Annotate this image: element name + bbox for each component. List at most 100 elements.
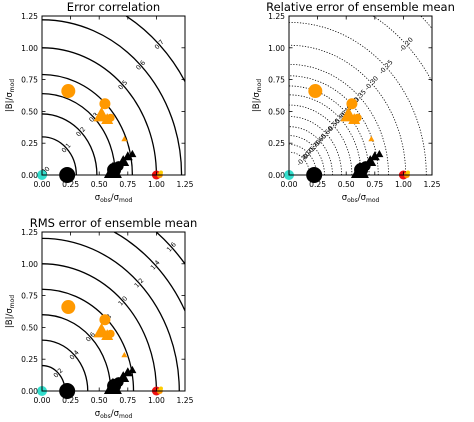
y-axis-label-part: mod [9,295,16,309]
y-tick-label: 0.25 [21,139,38,148]
x-axis-label: σobs/σmod [95,193,133,204]
contour-line [289,116,343,175]
data-point-circle [106,329,115,338]
x-tick-label: 1.00 [148,180,165,189]
data-point-triangle [122,151,133,161]
contour-line [42,113,98,175]
y-tick-label: 0.75 [268,76,285,85]
data-point-circle [158,170,163,175]
x-tick-label: 0.50 [338,180,355,189]
x-tick-label: 0.00 [34,396,51,405]
y-tick-label: 0.25 [268,139,285,148]
y-tick-label: 1.00 [268,44,285,53]
data-point-circle [158,386,163,391]
contour-line [289,21,427,175]
data-point-circle [106,113,115,122]
x-axis-label-part: σ [95,409,101,419]
x-tick-label: 0.25 [309,180,326,189]
panel-title: Relative error of ensemble mean [266,0,455,14]
x-tick-label: 0.75 [119,180,136,189]
y-axis-label-part: σ [252,92,262,98]
y-axis-label-part: |B|/ [5,98,15,113]
y-tick-label: 0.00 [21,387,38,396]
data-point-triangle [103,161,122,178]
data-point-triangle [128,149,137,158]
contour-line [289,126,333,175]
contour-line [42,47,158,175]
y-axis-label: |B|/σmod [252,79,263,112]
contour-line [124,16,185,84]
contour-line [289,94,362,175]
data-point-triangle [364,155,377,166]
x-tick-label: 1.00 [148,396,165,405]
contour-line [42,136,77,175]
x-axis-label-part: mod [119,197,133,204]
x-axis-label-part: / [358,193,361,203]
x-axis-label: σobs/σmod [95,409,133,420]
y-tick-label: 0.50 [268,107,285,116]
y-tick-label: 0.50 [21,323,38,332]
data-point-circle [61,300,76,315]
x-axis-label-part: obs [100,413,111,420]
x-axis-label-part: obs [347,197,358,204]
x-tick-label: 0.50 [91,180,108,189]
data-point-circle [405,170,410,175]
x-tick-label: 0.25 [62,396,79,405]
contour-line [155,232,185,266]
x-axis-label-part: mod [366,197,380,204]
x-tick-label: 1.25 [177,396,194,405]
data-point-circle [353,113,362,122]
contour-line [289,44,407,175]
y-axis-label: |B|/σmod [5,295,16,328]
contour-line [289,63,389,175]
x-axis-label-part: σ [342,193,348,203]
data-point-circle [346,98,358,110]
x-axis-label-part: σ [114,409,120,419]
y-axis-label-part: |B|/ [252,98,262,113]
data-point-circle [308,84,323,99]
y-axis-label-part: mod [9,79,16,93]
contour-line [289,144,317,175]
y-tick-label: 1.00 [21,44,38,53]
data-point-triangle [350,161,369,178]
data-point-triangle [128,365,137,374]
contour-line [42,19,183,175]
data-point-circle [99,314,111,326]
y-tick-label: 1.25 [21,228,38,237]
x-axis-label-part: σ [95,193,101,203]
contour-label: -0.30 [363,74,380,92]
y-axis-label-part: |B|/ [5,314,15,329]
plot-frame [288,15,433,176]
x-axis-label-part: / [111,409,114,419]
x-axis-label-part: / [111,193,114,203]
y-axis-label-part: mod [256,79,263,93]
x-axis-label-part: obs [100,197,111,204]
y-tick-label: 0.75 [21,292,38,301]
x-tick-label: 1.25 [424,180,441,189]
y-tick-label: 0.75 [21,76,38,85]
contour-line [42,314,112,391]
x-tick-label: 1.00 [395,180,412,189]
contour-line [42,339,89,391]
y-axis-label-part: σ [5,92,15,98]
x-tick-label: 0.25 [62,180,79,189]
y-tick-label: 1.25 [21,12,38,21]
x-tick-label: 0.00 [281,180,298,189]
y-tick-label: 0.25 [21,355,38,364]
contour-label: -0.20 [398,36,415,54]
data-point-triangle [368,135,375,142]
contour-line [112,232,185,313]
x-tick-label: 0.75 [366,180,383,189]
y-tick-label: 1.00 [21,260,38,269]
data-point-triangle [103,377,122,394]
panel-2: -0.80-0.75-0.70-0.65-0.60-0.55-0.50-0.45… [252,0,455,204]
x-tick-label: 0.50 [91,396,108,405]
contour-line [42,92,116,175]
data-point-triangle [369,151,380,161]
x-tick-label: 0.00 [34,180,51,189]
y-tick-label: 1.25 [268,12,285,21]
y-tick-label: 0.00 [21,171,38,180]
data-point-triangle [117,155,130,166]
panel-3: 0.20.40.60.81.01.21.41.60.000.000.250.25… [5,216,197,420]
